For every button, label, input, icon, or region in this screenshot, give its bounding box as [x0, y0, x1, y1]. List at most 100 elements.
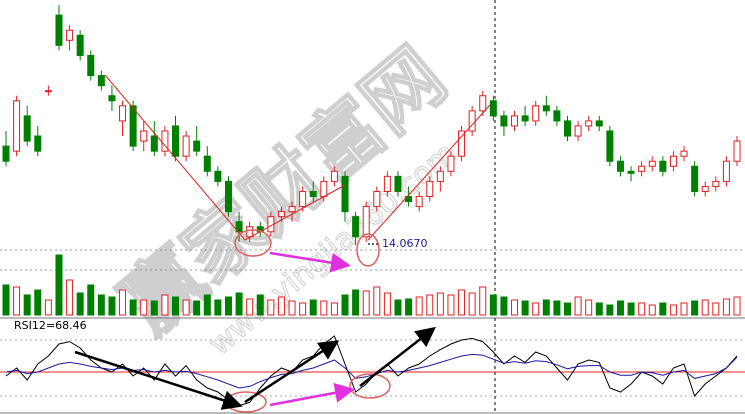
volume-bar [394, 299, 402, 316]
volume-bar [383, 292, 391, 316]
candle-body [140, 130, 148, 142]
volume-bar [97, 294, 105, 316]
volume-bar [66, 279, 74, 316]
candle-body [648, 160, 656, 167]
candle-body [394, 175, 402, 192]
candle-body [55, 14, 63, 46]
candle-body [458, 130, 466, 157]
volume-bar [256, 294, 264, 316]
trend-line [104, 74, 346, 241]
candle-body [627, 170, 635, 174]
volume-bar [23, 294, 31, 316]
plot [0, 5, 745, 407]
volume-bar [648, 304, 656, 316]
volume-bar [235, 292, 243, 316]
candle-body [521, 115, 529, 122]
arrow [359, 326, 436, 387]
candle-body [680, 150, 688, 157]
candle-body [712, 180, 720, 187]
rsi-line [5, 353, 738, 389]
circle-mark [356, 233, 380, 267]
candle-body [532, 105, 540, 122]
arrow [269, 382, 355, 407]
candle-body [669, 155, 677, 167]
candle-body [182, 135, 190, 157]
volume-bar [76, 292, 84, 316]
volume-bar [521, 300, 529, 316]
candle-body [383, 175, 391, 192]
volume-bar [511, 299, 519, 316]
candle-body [193, 140, 201, 152]
candle-body [161, 130, 169, 152]
candle-body [203, 155, 211, 172]
low-annotation: 14.0670 [382, 237, 428, 250]
candle-body [13, 100, 21, 152]
candle-body [426, 180, 434, 197]
candle-body [722, 160, 730, 182]
trend-line [367, 104, 491, 241]
volume-bar [224, 296, 232, 316]
volume-bar [129, 299, 137, 316]
candle-body [2, 145, 10, 162]
volume-bar [426, 294, 434, 316]
volume-bar [468, 292, 476, 316]
circle-mark [234, 229, 272, 257]
candle-body [542, 105, 550, 112]
candle-body [235, 221, 243, 233]
volume-bar [299, 302, 307, 316]
volume-bar [606, 304, 614, 316]
candle-body [447, 155, 455, 172]
annotations [74, 74, 491, 413]
volume-bar [214, 299, 222, 316]
candle-body [415, 196, 423, 208]
volume-bar [659, 302, 667, 316]
volume-bar [182, 299, 190, 316]
volume-bar [500, 296, 508, 316]
volume-bar [2, 284, 10, 316]
candle-body [44, 90, 52, 93]
volume-bar [532, 302, 540, 316]
candle-body [701, 185, 709, 192]
volume-bar [436, 292, 444, 316]
volume-bar [330, 302, 338, 316]
volume-bar [701, 299, 709, 316]
candle-body [553, 110, 561, 122]
volume-bar [288, 300, 296, 316]
volume-bar [193, 300, 201, 316]
rsi-line [5, 335, 738, 407]
rsi-title: RSI12=68.46 [14, 319, 87, 332]
volume-bar [172, 296, 180, 316]
volume-bar [553, 300, 561, 316]
volume-bar [733, 296, 741, 316]
volume-bar [44, 299, 52, 316]
candle-body [436, 170, 444, 182]
candle-body [277, 211, 285, 218]
volume-bar [722, 298, 730, 316]
volume-bar [479, 286, 487, 316]
candle-body [616, 160, 624, 172]
candle-body [309, 190, 317, 197]
candle-body [66, 29, 74, 41]
candle-body [606, 130, 614, 162]
volume-bar [87, 284, 95, 316]
arrow [74, 350, 243, 410]
candle-body [34, 135, 42, 152]
candle-body [341, 175, 349, 213]
candle-body [87, 54, 95, 77]
volume-bar [616, 300, 624, 316]
volume-bar [13, 286, 21, 316]
arrow [244, 340, 340, 404]
volume-bar [267, 299, 275, 316]
volume-bar [585, 299, 593, 316]
candle-body [224, 180, 232, 213]
candle-body [330, 170, 338, 182]
candle-body [150, 135, 158, 152]
candle-body [299, 190, 307, 208]
candle-body [659, 160, 667, 172]
candle-body [638, 165, 646, 172]
volume-bar [140, 299, 148, 316]
volume-bar [542, 299, 550, 316]
volume-bar [362, 290, 370, 316]
candle-body [479, 95, 487, 112]
